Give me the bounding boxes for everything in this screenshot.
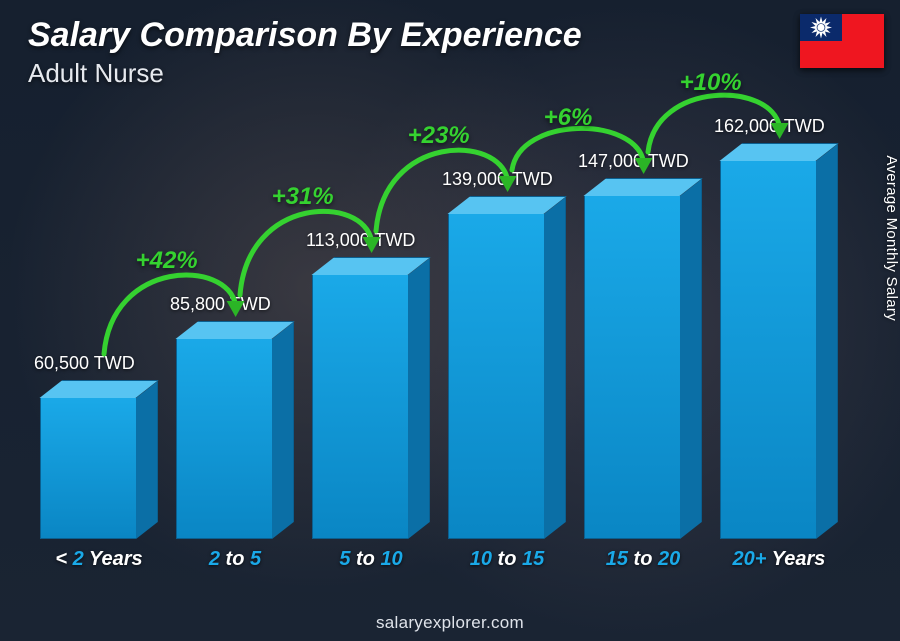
bar — [448, 214, 566, 539]
footer-attribution: salaryexplorer.com — [0, 613, 900, 633]
bar-category-label: 5 to 10 — [302, 548, 440, 571]
bar-category-label: 20+ Years — [710, 548, 848, 571]
bar-side — [136, 381, 158, 539]
pct-increase-label: +6% — [544, 104, 593, 132]
bar — [40, 398, 158, 539]
bar-category-label: 10 to 15 — [438, 548, 576, 571]
bar-side — [408, 258, 430, 539]
bar-side — [680, 179, 702, 539]
pct-increase-label: +23% — [408, 122, 470, 150]
bar-category-label: 2 to 5 — [166, 548, 304, 571]
pct-increase-label: +42% — [136, 247, 198, 275]
bar-category-label: < 2 Years — [30, 548, 168, 571]
chart-subtitle: Adult Nurse — [28, 58, 164, 89]
bar — [584, 196, 702, 539]
bar-side — [544, 197, 566, 539]
bar-front — [448, 214, 544, 539]
pct-increase-label: +10% — [680, 69, 742, 97]
chart-stage: Salary Comparison By Experience Adult Nu… — [0, 0, 900, 641]
flag-icon — [800, 14, 884, 68]
bar-chart: 60,500 TWD< 2 Years85,800 TWD2 to 5113,0… — [18, 100, 860, 573]
bar — [720, 161, 838, 539]
pct-increase-label: +31% — [272, 183, 334, 211]
bar-front — [584, 196, 680, 539]
bar-side — [816, 144, 838, 539]
bar-category-label: 15 to 20 — [574, 548, 712, 571]
chart-title: Salary Comparison By Experience — [28, 16, 582, 55]
y-axis-label: Average Monthly Salary — [884, 155, 900, 321]
bar-side — [272, 322, 294, 539]
bar-front — [720, 161, 816, 539]
bar-front — [40, 398, 136, 539]
